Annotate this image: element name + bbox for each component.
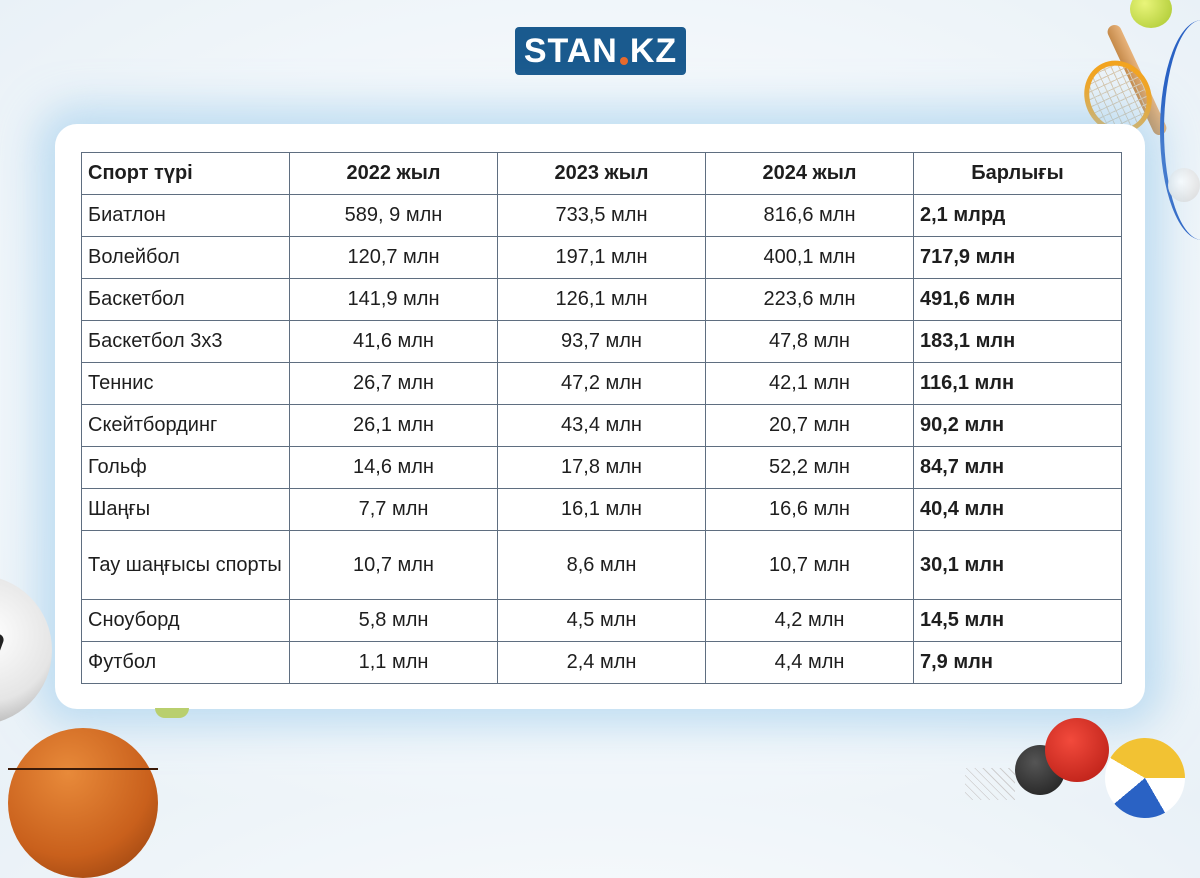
- table-row: Шаңғы 7,7 млн 16,1 млн 16,6 млн 40,4 млн: [81, 488, 1122, 531]
- value-2022-cell: 26,1 млн: [289, 404, 498, 447]
- sport-cell: Футбол: [81, 641, 290, 684]
- value-2023-cell: 93,7 млн: [497, 320, 706, 363]
- sport-cell: Теннис: [81, 362, 290, 405]
- sport-cell: Скейтбординг: [81, 404, 290, 447]
- sport-cell: Биатлон: [81, 194, 290, 237]
- table-row: Баскетбол 141,9 млн 126,1 млн 223,6 млн …: [81, 278, 1122, 321]
- header-total: Барлығы: [913, 152, 1122, 195]
- soccer-ball-icon: [0, 575, 52, 725]
- total-cell: 40,4 млн: [913, 488, 1122, 531]
- table-row: Волейбол 120,7 млн 197,1 млн 400,1 млн 7…: [81, 236, 1122, 279]
- value-2023-cell: 17,8 млн: [497, 446, 706, 489]
- sport-cell: Баскетбол 3х3: [81, 320, 290, 363]
- logo-dot-icon: [619, 57, 628, 65]
- value-2023-cell: 197,1 млн: [497, 236, 706, 279]
- header-2022: 2022 жыл: [289, 152, 498, 195]
- value-2023-cell: 47,2 млн: [497, 362, 706, 405]
- table-row: Скейтбординг 26,1 млн 43,4 млн 20,7 млн …: [81, 404, 1122, 447]
- value-2023-cell: 16,1 млн: [497, 488, 706, 531]
- value-2023-cell: 4,5 млн: [497, 599, 706, 642]
- sport-cell: Сноуборд: [81, 599, 290, 642]
- decorative-arc: [1160, 20, 1200, 240]
- sport-cell: Тау шаңғысы спорты: [81, 530, 290, 600]
- value-2024-cell: 16,6 млн: [705, 488, 914, 531]
- value-2022-cell: 141,9 млн: [289, 278, 498, 321]
- total-cell: 183,1 млн: [913, 320, 1122, 363]
- total-cell: 491,6 млн: [913, 278, 1122, 321]
- stan-kz-logo: STAN KZ: [515, 27, 686, 75]
- value-2022-cell: 41,6 млн: [289, 320, 498, 363]
- total-cell: 7,9 млн: [913, 641, 1122, 684]
- value-2024-cell: 400,1 млн: [705, 236, 914, 279]
- logo-right-text: KZ: [629, 31, 678, 70]
- table-row: Футбол 1,1 млн 2,4 млн 4,4 млн 7,9 млн: [81, 641, 1122, 684]
- table-row: Гольф 14,6 млн 17,8 млн 52,2 млн 84,7 мл…: [81, 446, 1122, 489]
- value-2023-cell: 733,5 млн: [497, 194, 706, 237]
- total-cell: 116,1 млн: [913, 362, 1122, 405]
- value-2022-cell: 1,1 млн: [289, 641, 498, 684]
- value-2024-cell: 816,6 млн: [705, 194, 914, 237]
- value-2023-cell: 43,4 млн: [497, 404, 706, 447]
- sport-cell: Шаңғы: [81, 488, 290, 531]
- value-2022-cell: 10,7 млн: [289, 530, 498, 600]
- table-row: Тау шаңғысы спорты 10,7 млн 8,6 млн 10,7…: [81, 530, 1122, 600]
- header-2024: 2024 жыл: [705, 152, 914, 195]
- funding-table: Спорт түрі 2022 жыл 2023 жыл 2024 жыл Ба…: [81, 152, 1122, 684]
- value-2023-cell: 8,6 млн: [497, 530, 706, 600]
- table-row: Теннис 26,7 млн 47,2 млн 42,1 млн 116,1 …: [81, 362, 1122, 405]
- table-row: Баскетбол 3х3 41,6 млн 93,7 млн 47,8 млн…: [81, 320, 1122, 363]
- header-2023: 2023 жыл: [497, 152, 706, 195]
- sport-cell: Гольф: [81, 446, 290, 489]
- basketball-icon: [8, 728, 158, 878]
- value-2024-cell: 4,4 млн: [705, 641, 914, 684]
- table-row: Биатлон 589, 9 млн 733,5 млн 816,6 млн 2…: [81, 194, 1122, 237]
- value-2024-cell: 10,7 млн: [705, 530, 914, 600]
- total-cell: 717,9 млн: [913, 236, 1122, 279]
- ping-pong-paddle-icon: [1045, 718, 1109, 782]
- total-cell: 84,7 млн: [913, 446, 1122, 489]
- header-sport: Спорт түрі: [81, 152, 290, 195]
- total-cell: 2,1 млрд: [913, 194, 1122, 237]
- value-2022-cell: 120,7 млн: [289, 236, 498, 279]
- value-2024-cell: 47,8 млн: [705, 320, 914, 363]
- total-cell: 14,5 млн: [913, 599, 1122, 642]
- value-2023-cell: 126,1 млн: [497, 278, 706, 321]
- value-2024-cell: 223,6 млн: [705, 278, 914, 321]
- logo-left-text: STAN: [523, 31, 618, 70]
- baseball-icon: [1168, 168, 1200, 202]
- value-2024-cell: 42,1 млн: [705, 362, 914, 405]
- sport-cell: Волейбол: [81, 236, 290, 279]
- sport-cell: Баскетбол: [81, 278, 290, 321]
- green-ball-fragment-icon: [155, 708, 189, 718]
- net-icon: [965, 768, 1015, 800]
- tennis-ball-icon: [1130, 0, 1172, 28]
- value-2022-cell: 589, 9 млн: [289, 194, 498, 237]
- value-2024-cell: 52,2 млн: [705, 446, 914, 489]
- total-cell: 90,2 млн: [913, 404, 1122, 447]
- table-header-row: Спорт түрі 2022 жыл 2023 жыл 2024 жыл Ба…: [81, 152, 1122, 195]
- value-2022-cell: 5,8 млн: [289, 599, 498, 642]
- value-2022-cell: 26,7 млн: [289, 362, 498, 405]
- volleyball-icon: [1105, 738, 1185, 818]
- value-2022-cell: 14,6 млн: [289, 446, 498, 489]
- value-2024-cell: 20,7 млн: [705, 404, 914, 447]
- total-cell: 30,1 млн: [913, 530, 1122, 600]
- value-2024-cell: 4,2 млн: [705, 599, 914, 642]
- table-row: Сноуборд 5,8 млн 4,5 млн 4,2 млн 14,5 мл…: [81, 599, 1122, 642]
- value-2023-cell: 2,4 млн: [497, 641, 706, 684]
- value-2022-cell: 7,7 млн: [289, 488, 498, 531]
